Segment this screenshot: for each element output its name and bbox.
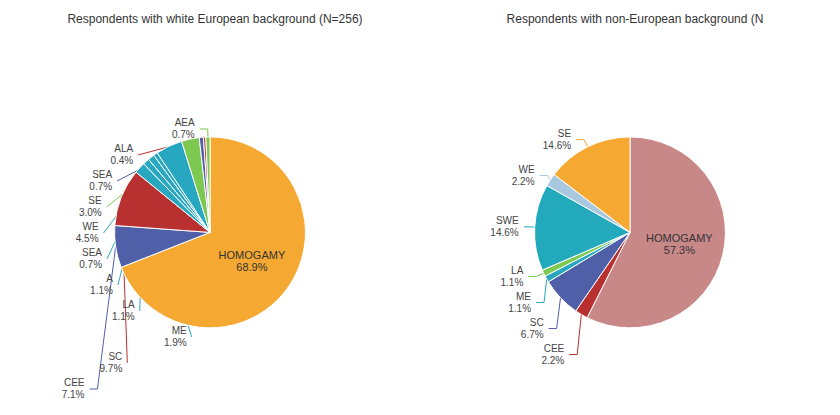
svg-text:4.5%: 4.5%: [76, 233, 99, 244]
svg-text:1.9%: 1.9%: [164, 337, 187, 348]
svg-text:2.2%: 2.2%: [512, 176, 535, 187]
svg-text:0.7%: 0.7%: [79, 259, 102, 270]
svg-text:LA: LA: [122, 299, 135, 310]
svg-text:ME: ME: [172, 325, 187, 336]
svg-text:6.7%: 6.7%: [521, 329, 544, 340]
svg-text:1.1%: 1.1%: [112, 311, 135, 322]
svg-text:HOMOGAMY: HOMOGAMY: [219, 249, 286, 261]
svg-text:SE: SE: [558, 128, 572, 139]
svg-text:57.3%: 57.3%: [664, 244, 695, 256]
svg-text:ME: ME: [516, 291, 531, 302]
svg-text:0.7%: 0.7%: [172, 129, 195, 140]
svg-text:1.1%: 1.1%: [90, 285, 113, 296]
svg-text:SC: SC: [530, 317, 544, 328]
svg-text:LA: LA: [511, 265, 524, 276]
svg-text:68.9%: 68.9%: [236, 261, 267, 273]
svg-text:7.1%: 7.1%: [62, 389, 85, 400]
svg-text:Respondents with white Europea: Respondents with white European backgrou…: [67, 12, 362, 26]
svg-text:0.7%: 0.7%: [89, 181, 112, 192]
svg-text:SEA: SEA: [82, 247, 102, 258]
svg-text:SEA: SEA: [92, 169, 112, 180]
svg-text:SWE: SWE: [496, 215, 519, 226]
svg-text:2.2%: 2.2%: [541, 355, 564, 366]
svg-text:WE: WE: [82, 221, 98, 232]
svg-text:CEE: CEE: [64, 377, 85, 388]
svg-text:WE: WE: [518, 164, 534, 175]
svg-text:9.7%: 9.7%: [100, 363, 123, 374]
svg-text:3.0%: 3.0%: [79, 207, 102, 218]
svg-text:14.6%: 14.6%: [490, 227, 518, 238]
svg-text:1.1%: 1.1%: [508, 303, 531, 314]
svg-text:14.6%: 14.6%: [543, 140, 571, 151]
svg-text:Respondents with non-European: Respondents with non-European background…: [507, 12, 764, 26]
svg-text:SE: SE: [88, 195, 102, 206]
svg-text:HOMOGAMY: HOMOGAMY: [646, 232, 713, 244]
svg-text:0.4%: 0.4%: [110, 155, 133, 166]
svg-text:AEA: AEA: [175, 117, 195, 128]
svg-text:SC: SC: [108, 351, 122, 362]
svg-text:A: A: [106, 273, 113, 284]
svg-text:1.1%: 1.1%: [501, 277, 524, 288]
svg-text:CEE: CEE: [544, 343, 565, 354]
svg-text:ALA: ALA: [114, 143, 133, 154]
